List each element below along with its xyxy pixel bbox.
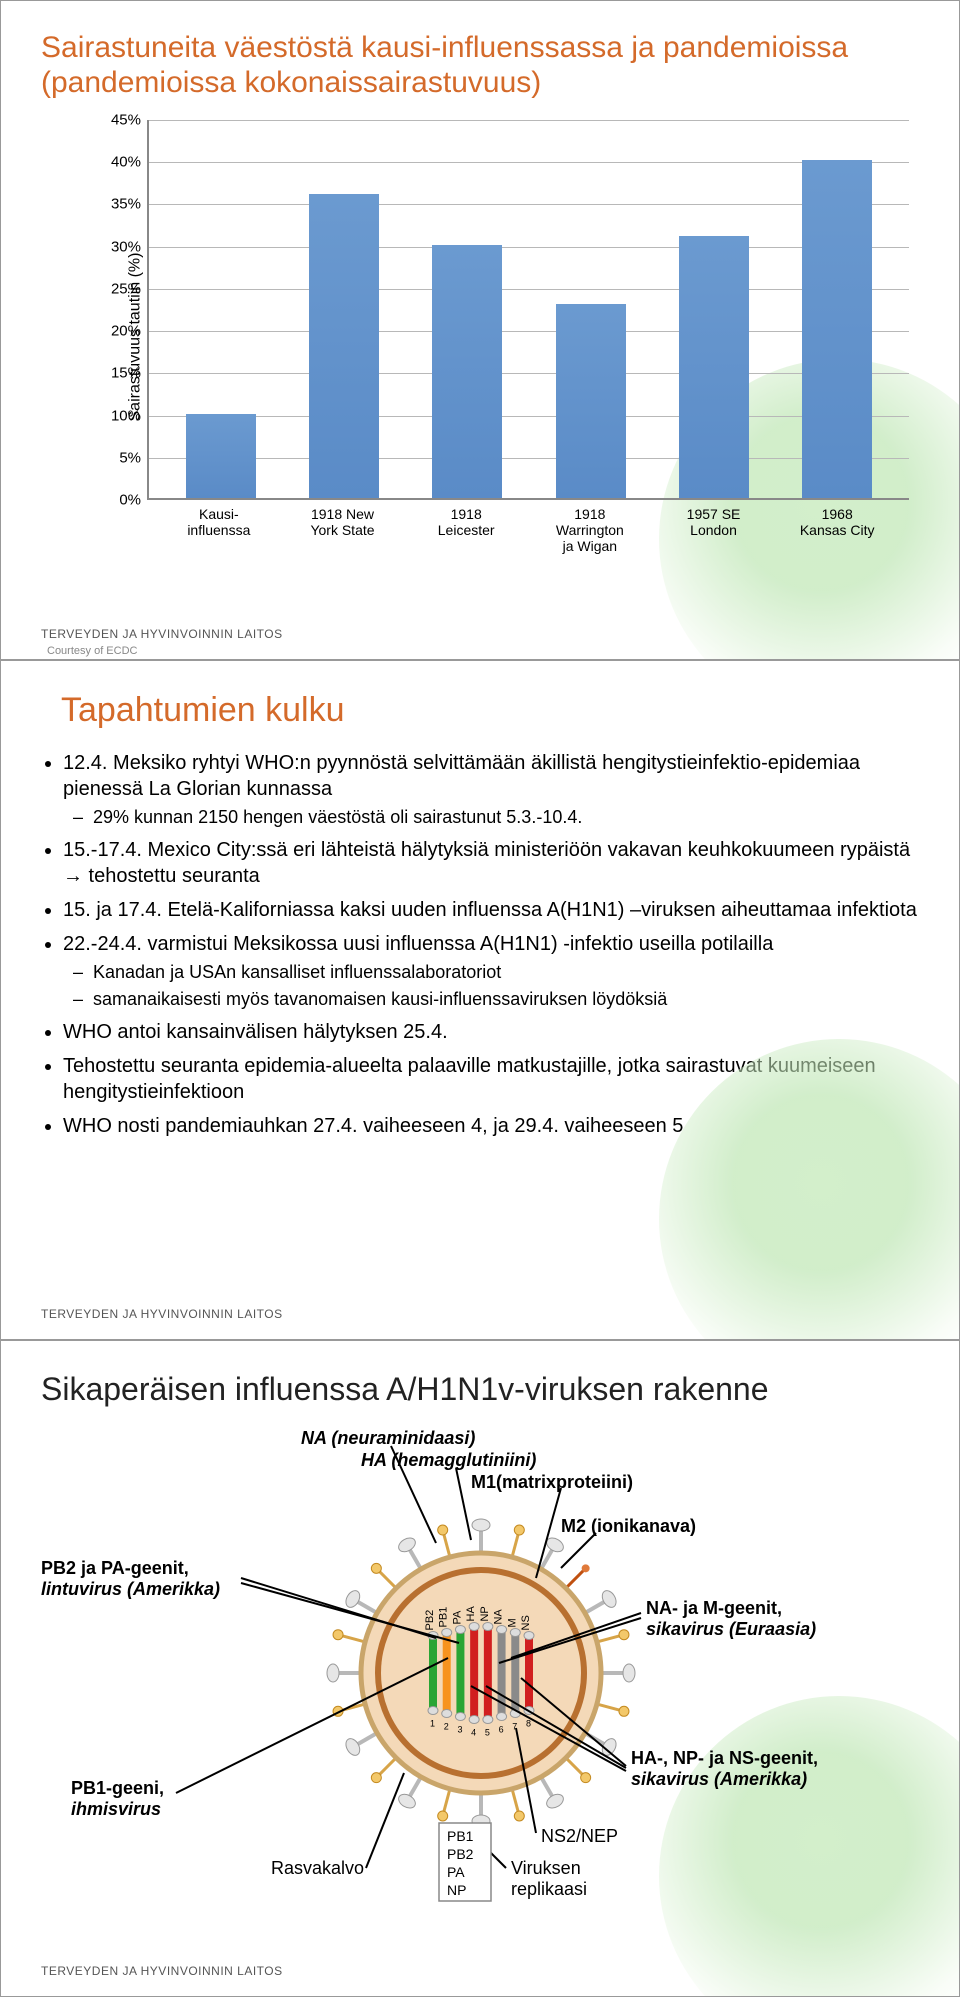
- bar: [802, 160, 872, 498]
- bullet-item: 15. ja 17.4. Etelä-Kaliforniassa kaksi u…: [63, 897, 919, 923]
- x-tick: 1918 NewYork State: [281, 506, 405, 554]
- chart-title: Sairastuneita väestöstä kausi-influenssa…: [41, 31, 919, 100]
- y-tick: 20%: [111, 323, 141, 340]
- x-tick: 1918Leicester: [404, 506, 528, 554]
- svg-text:NA: NA: [493, 1608, 505, 1624]
- footer-logo: TERVEYDEN JA HYVINVOINNIN LAITOS: [41, 1964, 283, 1978]
- bullet-subitem: samanaikaisesti myös tavanomaisen kausi-…: [93, 988, 919, 1011]
- chart-source: Courtesy of ECDC: [41, 643, 143, 659]
- y-tick: 10%: [111, 407, 141, 424]
- svg-text:HA: HA: [465, 1605, 477, 1621]
- bullet-subitem: 29% kunnan 2150 hengen väestöstä oli sai…: [93, 806, 919, 829]
- y-tick: 25%: [111, 280, 141, 297]
- svg-text:M: M: [506, 1618, 518, 1627]
- svg-text:6: 6: [499, 1724, 504, 1734]
- x-tick: 1918Warringtonja Wigan: [528, 506, 652, 554]
- bullet-item: WHO nosti pandemiauhkan 27.4. vaiheeseen…: [63, 1113, 919, 1139]
- bar: [186, 414, 256, 498]
- bullet-item: Tehostettu seuranta epidemia-alueelta pa…: [63, 1053, 919, 1105]
- svg-text:PA: PA: [451, 1610, 463, 1625]
- y-tick: 5%: [119, 449, 141, 466]
- y-tick: 35%: [111, 196, 141, 213]
- bar: [679, 236, 749, 498]
- svg-text:8: 8: [526, 1718, 531, 1728]
- y-tick: 45%: [111, 112, 141, 129]
- bar: [309, 194, 379, 498]
- svg-text:4: 4: [471, 1727, 476, 1737]
- bullet-list: 12.4. Meksiko ryhtyi WHO:n pyynnöstä sel…: [41, 750, 919, 1139]
- x-tick: 1957 SELondon: [652, 506, 776, 554]
- virus-svg: PB2PB1PAHANPNAMNS 12345678: [41, 1428, 921, 1908]
- svg-text:2: 2: [444, 1721, 449, 1731]
- svg-text:NP: NP: [479, 1606, 491, 1621]
- x-tick: Kausi-influenssa: [157, 506, 281, 554]
- slide-virus: Sikaperäisen influenssa A/H1N1v-viruksen…: [0, 1340, 960, 1997]
- y-tick: 15%: [111, 365, 141, 382]
- slide-chart: Sairastuneita väestöstä kausi-influenssa…: [0, 0, 960, 660]
- y-tick: 40%: [111, 154, 141, 171]
- slide-bullets: Tapahtumien kulku 12.4. Meksiko ryhtyi W…: [0, 660, 960, 1340]
- bullet-item: 12.4. Meksiko ryhtyi WHO:n pyynnöstä sel…: [63, 750, 919, 829]
- svg-text:PB1: PB1: [438, 1607, 450, 1628]
- virus-diagram: NA (neuraminidaasi) HA (hemagglutiniini)…: [41, 1428, 921, 1908]
- bar-chart: Sairastuvuus tautiin (%) 0%5%10%15%20%25…: [101, 120, 909, 554]
- svg-text:NS: NS: [520, 1615, 532, 1630]
- bullet-item: WHO antoi kansainvälisen hälytyksen 25.4…: [63, 1019, 919, 1045]
- footer-logo: TERVEYDEN JA HYVINVOINNIN LAITOS: [41, 1307, 283, 1321]
- svg-text:5: 5: [485, 1727, 490, 1737]
- x-tick: 1968Kansas City: [775, 506, 899, 554]
- bar: [556, 304, 626, 498]
- bullets-title: Tapahtumien kulku: [61, 691, 919, 730]
- virus-title: Sikaperäisen influenssa A/H1N1v-viruksen…: [41, 1371, 919, 1408]
- bullet-item: 22.-24.4. varmistui Meksikossa uusi infl…: [63, 931, 919, 1011]
- x-axis-ticks: Kausi-influenssa1918 NewYork State1918Le…: [147, 500, 909, 554]
- y-tick: 30%: [111, 238, 141, 255]
- svg-text:PB2: PB2: [424, 1610, 436, 1631]
- svg-text:1: 1: [430, 1718, 435, 1728]
- bullet-item: 15.-17.4. Mexico City:ssä eri lähteistä …: [63, 837, 919, 889]
- bullet-subitem: Kanadan ja USAn kansalliset influenssala…: [93, 961, 919, 984]
- footer-logo: TERVEYDEN JA HYVINVOINNIN LAITOS: [41, 627, 283, 641]
- y-tick: 0%: [119, 492, 141, 509]
- bar: [432, 245, 502, 498]
- svg-text:3: 3: [457, 1724, 462, 1734]
